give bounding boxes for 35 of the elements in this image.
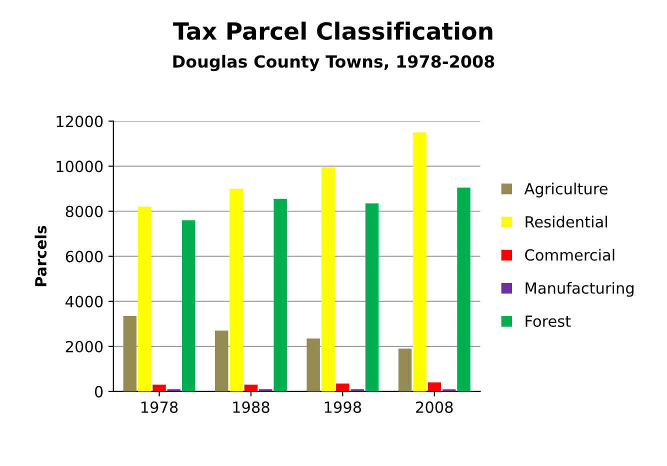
bar	[428, 382, 441, 392]
y-tick-label: 6000	[66, 250, 103, 262]
bar	[398, 348, 412, 392]
y-tick-label: 0	[94, 386, 103, 398]
legend-label: Manufacturing	[526, 282, 634, 297]
bar	[306, 338, 320, 392]
bar	[182, 220, 196, 392]
legend-label: Commercial	[525, 248, 614, 261]
y-tick-label: 12000	[56, 116, 103, 128]
x-tick-label: 1998	[324, 401, 362, 413]
bar	[123, 316, 136, 392]
bar	[215, 330, 228, 392]
bar	[152, 384, 166, 392]
y-tick-label: 8000	[66, 206, 103, 218]
bar	[274, 198, 287, 392]
bar	[321, 167, 335, 392]
y-tick-label: 4000	[66, 296, 103, 308]
bar	[457, 188, 470, 392]
y-axis-title: Parcels	[34, 226, 47, 286]
chart-title: Tax Parcel Classification	[172, 22, 492, 40]
x-tick-label: 2008	[416, 401, 453, 413]
legend-label: Forest	[526, 316, 571, 327]
bar	[138, 206, 152, 392]
bar	[365, 203, 379, 392]
chart-subtitle: Douglas County Towns, 1978-2008	[173, 54, 494, 72]
x-tick-label: 1978	[141, 401, 178, 413]
bar	[336, 384, 350, 392]
bar	[413, 132, 426, 392]
y-tick-label: 2000	[66, 340, 103, 352]
legend-label: Agriculture	[524, 182, 608, 198]
x-tick-label: 1988	[233, 401, 270, 413]
bar	[244, 384, 258, 392]
legend-label: Residential	[526, 216, 607, 228]
y-tick-label: 10000	[56, 160, 103, 172]
bar	[230, 188, 243, 392]
